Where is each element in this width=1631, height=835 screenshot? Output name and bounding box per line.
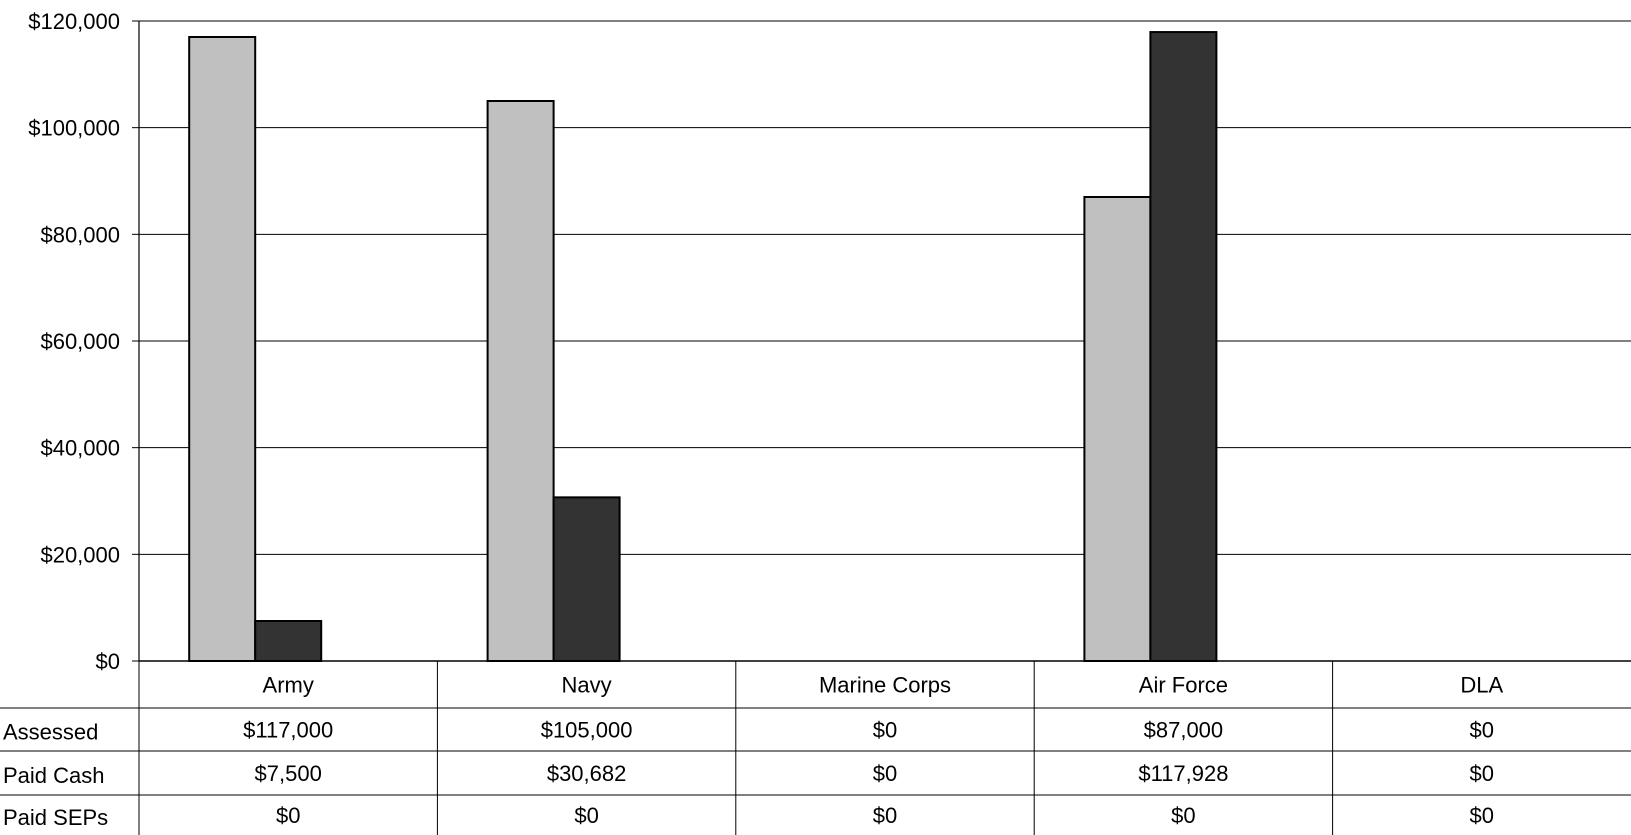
- legend-row-label: Paid SEPs: [3, 805, 108, 830]
- data-table-cell: $117,928: [1138, 761, 1228, 786]
- y-tick-label: $20,000: [40, 542, 120, 567]
- data-table-cell: $0: [1470, 761, 1494, 786]
- category-label: Marine Corps: [819, 673, 951, 698]
- bars: [188, 31, 1218, 663]
- category-label: Air Force: [1139, 673, 1228, 698]
- data-table-cell: $0: [873, 718, 897, 743]
- data-table-cell: $0: [276, 803, 300, 828]
- bar: [1083, 196, 1152, 662]
- data-table-cell: $117,000: [243, 718, 333, 743]
- data-table: Army Navy Marine Corps Air Force DLA Assessed…: [0, 661, 1631, 835]
- data-table-cell: $0: [873, 761, 897, 786]
- bar: [552, 496, 621, 662]
- gridlines: [139, 20, 1631, 555]
- y-tick-label: $80,000: [40, 222, 120, 247]
- category-label: Army: [263, 673, 314, 698]
- y-tick-label: $100,000: [28, 116, 120, 141]
- y-tick-label: $0: [96, 649, 120, 674]
- bar: [188, 36, 257, 662]
- data-table-cell: $105,000: [541, 718, 633, 743]
- data-table-cell: $87,000: [1144, 718, 1224, 743]
- legend-row-label: Assessed: [3, 720, 98, 745]
- y-tick-label: $60,000: [40, 329, 120, 354]
- y-tick-label: $40,000: [40, 436, 120, 461]
- data-table-cell: $0: [1470, 718, 1494, 743]
- bar: [486, 100, 555, 662]
- data-table-cell: $30,682: [547, 761, 627, 786]
- data-table-cell: $0: [873, 803, 897, 828]
- category-label: Navy: [562, 673, 612, 698]
- bar: [254, 620, 323, 662]
- y-axis: $0 $20,000 $40,000 $60,000 $80,000 $100,000 $1…: [28, 9, 1631, 674]
- data-table-cell: $0: [574, 803, 598, 828]
- data-table-cell: $7,500: [255, 761, 322, 786]
- y-tick-label: $120,000: [28, 9, 120, 34]
- legend-row-label: Paid Cash: [3, 763, 105, 788]
- data-table-cell: $0: [1171, 803, 1195, 828]
- data-table-cell: $0: [1470, 803, 1494, 828]
- category-label: DLA: [1460, 673, 1503, 698]
- bar: [1149, 31, 1218, 663]
